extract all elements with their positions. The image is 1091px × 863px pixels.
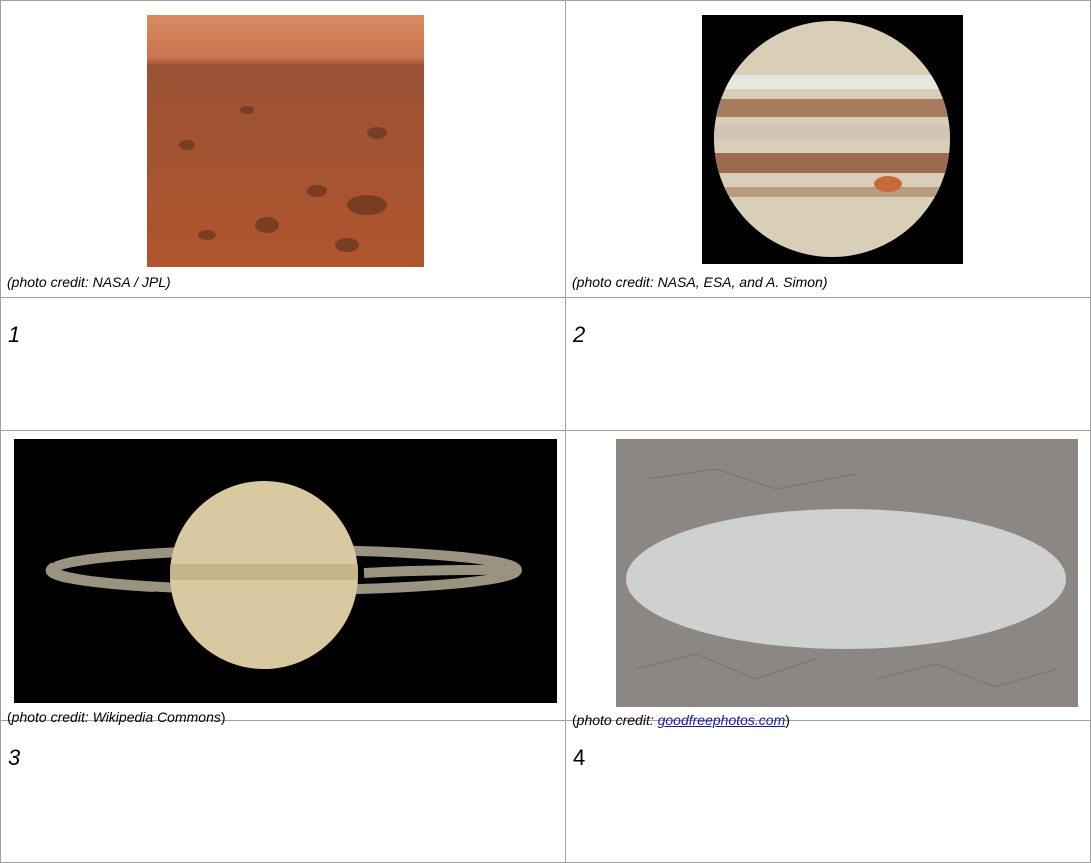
cell [0, 720, 566, 863]
mud-photo [616, 439, 1078, 707]
cell [565, 720, 1091, 863]
credit-text: photo credit: Wikipedia Commons [11, 709, 221, 725]
cell [565, 297, 1091, 431]
paren: ( [572, 712, 577, 728]
photo-credit: (photo credit: NASA / JPL) [7, 274, 171, 290]
paren: ) [220, 709, 226, 725]
cell-number: 2 [573, 322, 586, 347]
paren: ) [785, 712, 790, 728]
photo-credit: (photo credit: goodfreephotos.com) [572, 712, 790, 728]
saturn-photo [14, 439, 557, 703]
photo-credit: (photo credit: Wikipedia Commons) [7, 709, 226, 725]
cell-number: 4 [573, 745, 586, 770]
mars-photo [147, 15, 424, 267]
cell-number: 3 [8, 745, 21, 770]
credit-link[interactable]: goodfreephotos.com [657, 712, 786, 728]
photo-credit: (photo credit: NASA, ESA, and A. Simon) [572, 274, 828, 290]
credit-text: photo credit: [576, 712, 658, 728]
cell [0, 297, 566, 431]
paren: ( [7, 709, 12, 725]
jupiter-photo [702, 15, 963, 264]
cell-number: 1 [8, 322, 21, 347]
